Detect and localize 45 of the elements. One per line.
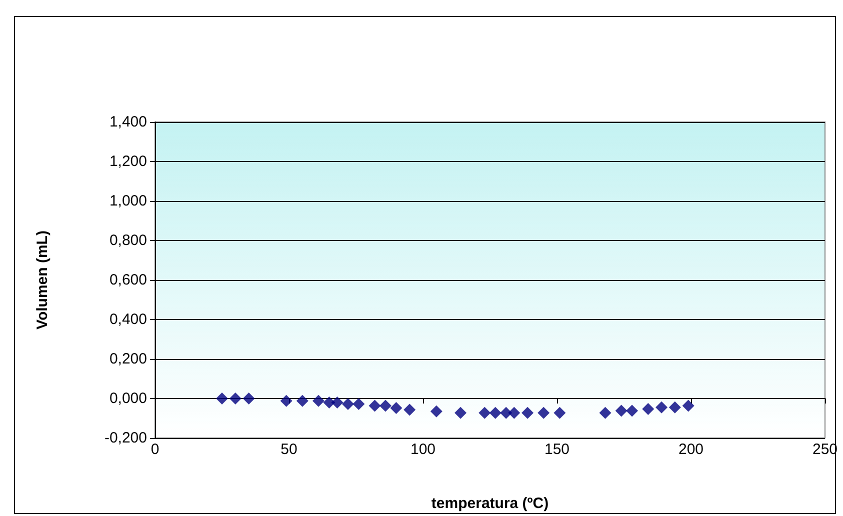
point: [342, 398, 354, 410]
y-tick-label: 1,000: [109, 192, 147, 210]
y-tick-label: -0,200: [104, 430, 147, 446]
y-tick-label: 0,600: [109, 272, 147, 288]
y-axis-title: Volumen (mL): [34, 230, 51, 330]
point: [478, 406, 491, 419]
x-tick-label: 200: [678, 441, 704, 458]
point: [430, 405, 442, 418]
point: [242, 392, 255, 404]
y-tick-label: 1,400: [109, 114, 147, 130]
point: [312, 394, 324, 407]
point: [229, 392, 242, 404]
point: [489, 406, 502, 419]
x-tick-label: 100: [410, 441, 436, 458]
point: [615, 404, 628, 417]
x-tick-label: 150: [544, 441, 570, 458]
point: [280, 394, 292, 407]
point: [352, 398, 365, 410]
point: [668, 401, 681, 414]
point: [390, 402, 402, 414]
point: [599, 406, 612, 419]
y-tick-label: 0,800: [109, 232, 147, 249]
point: [296, 394, 308, 407]
point: [538, 406, 550, 419]
point: [368, 400, 381, 412]
point: [508, 406, 520, 419]
point: [404, 404, 416, 416]
y-tick-label: 0,000: [109, 390, 147, 407]
y-tick-label: 0,400: [109, 311, 147, 328]
point: [500, 406, 512, 419]
y-tick-label: 0,200: [109, 350, 147, 368]
point: [379, 400, 392, 412]
point: [656, 401, 668, 414]
x-tick-label: 50: [280, 441, 298, 458]
point: [216, 392, 228, 404]
point: [554, 406, 566, 419]
point: [642, 402, 654, 415]
point: [331, 396, 344, 408]
x-tick-label: 0: [150, 441, 160, 458]
y-tick-label: 1,200: [109, 153, 147, 170]
x-axis-title: temperatura (ºC): [431, 495, 549, 512]
point: [682, 400, 694, 412]
point: [522, 406, 534, 419]
point: [454, 406, 467, 419]
point: [626, 404, 638, 417]
